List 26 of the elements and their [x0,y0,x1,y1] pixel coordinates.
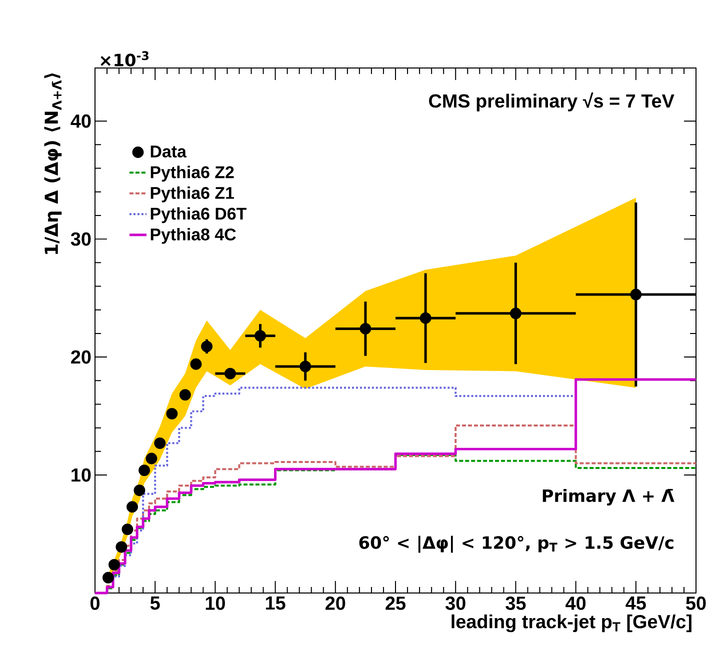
x-tick-label: 25 [386,596,406,610]
x-axis-title: leading track-jet p$_{T}$ [GeV/c] [452,614,692,632]
legend-label: Pythia6 Z2 [150,166,234,182]
legend-label: Pythia6 Z1 [150,186,234,202]
y-tick-label: 40 [70,114,91,128]
x-tick-label: 0 [90,596,100,610]
x-tick-label: 30 [446,596,466,610]
legend-label: Data [150,146,187,158]
x-tick-label: 40 [566,596,586,610]
y-tick-label: 20 [71,350,91,364]
y-tick-label: 10 [72,468,91,482]
annotation: 60° < |Δφ| < 120°, p$_{T}$ > 1.5 GeV/c [359,536,674,553]
x-tick-label: 50 [686,596,706,610]
text: ×10$^{-3}$ [100,51,149,66]
y-axis-title: 1/Δη Δ (Δφ) ⟨N$_{Λ+Λ̄}$⟩ [44,73,62,254]
x-tick-label: 5 [150,596,160,610]
text: CMS preliminary √s = 7 TeV [429,92,674,112]
x-tick-label: 20 [326,596,346,610]
legend-label: Pythia8 4C [150,228,236,244]
x-tick-label: 45 [626,596,646,610]
annotation: Primary Λ + Λ̄ [542,488,674,506]
x-tick-label: 10 [206,596,225,610]
y-tick-label: 30 [70,232,91,246]
x-tick-label: 35 [506,596,526,610]
legend-label: Pythia6 D6T [150,207,246,224]
x-tick-label: 15 [266,596,286,610]
